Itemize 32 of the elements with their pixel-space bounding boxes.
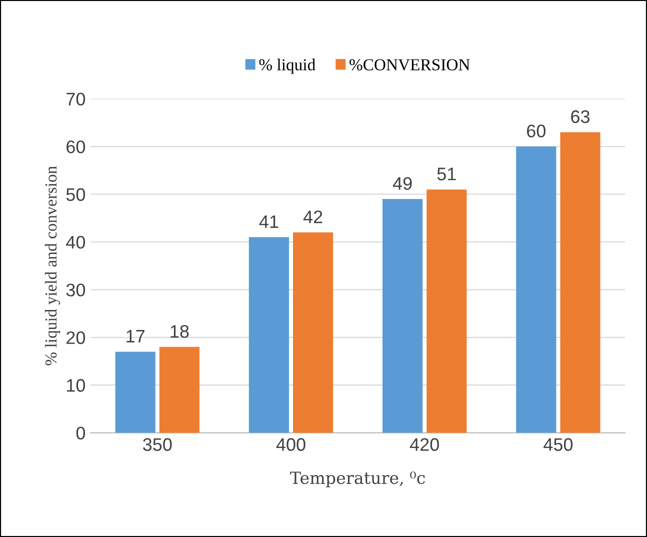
data-label: 63 [571,110,590,124]
x-tick-label: 450 [544,438,573,451]
y-tick-label: 40 [66,236,86,249]
y-axis-title: % liquid yield and conversion [44,166,60,366]
legend-label: % liquid [259,58,316,74]
x-tick-label: 420 [410,438,439,451]
y-tick-label: 10 [67,379,86,392]
data-label: 18 [170,325,189,338]
bar [159,346,200,433]
bar [516,146,556,433]
data-label: 42 [303,210,322,224]
y-tick-label: 50 [66,188,86,201]
data-label: 17 [126,330,144,342]
data-label: 41 [259,215,278,228]
bar [115,352,156,433]
bar [382,199,423,433]
x-tick-label: 400 [276,438,306,451]
legend-label: %CONVERSION [350,59,470,70]
y-tick-label: 0 [76,426,86,440]
bar [560,132,600,433]
y-tick-label: 30 [66,284,86,296]
y-tick-label: 60 [66,140,86,154]
data-label: 49 [392,177,412,190]
y-tick-label: 70 [66,92,86,106]
data-label: 60 [527,124,546,138]
bar [292,232,334,433]
x-axis-title: Temperature, ⁰c [290,471,425,488]
data-label: 51 [437,168,456,180]
x-tick-label: 350 [143,438,172,451]
bar [426,189,467,433]
bar [248,237,289,433]
y-tick-label: 20 [66,331,86,344]
